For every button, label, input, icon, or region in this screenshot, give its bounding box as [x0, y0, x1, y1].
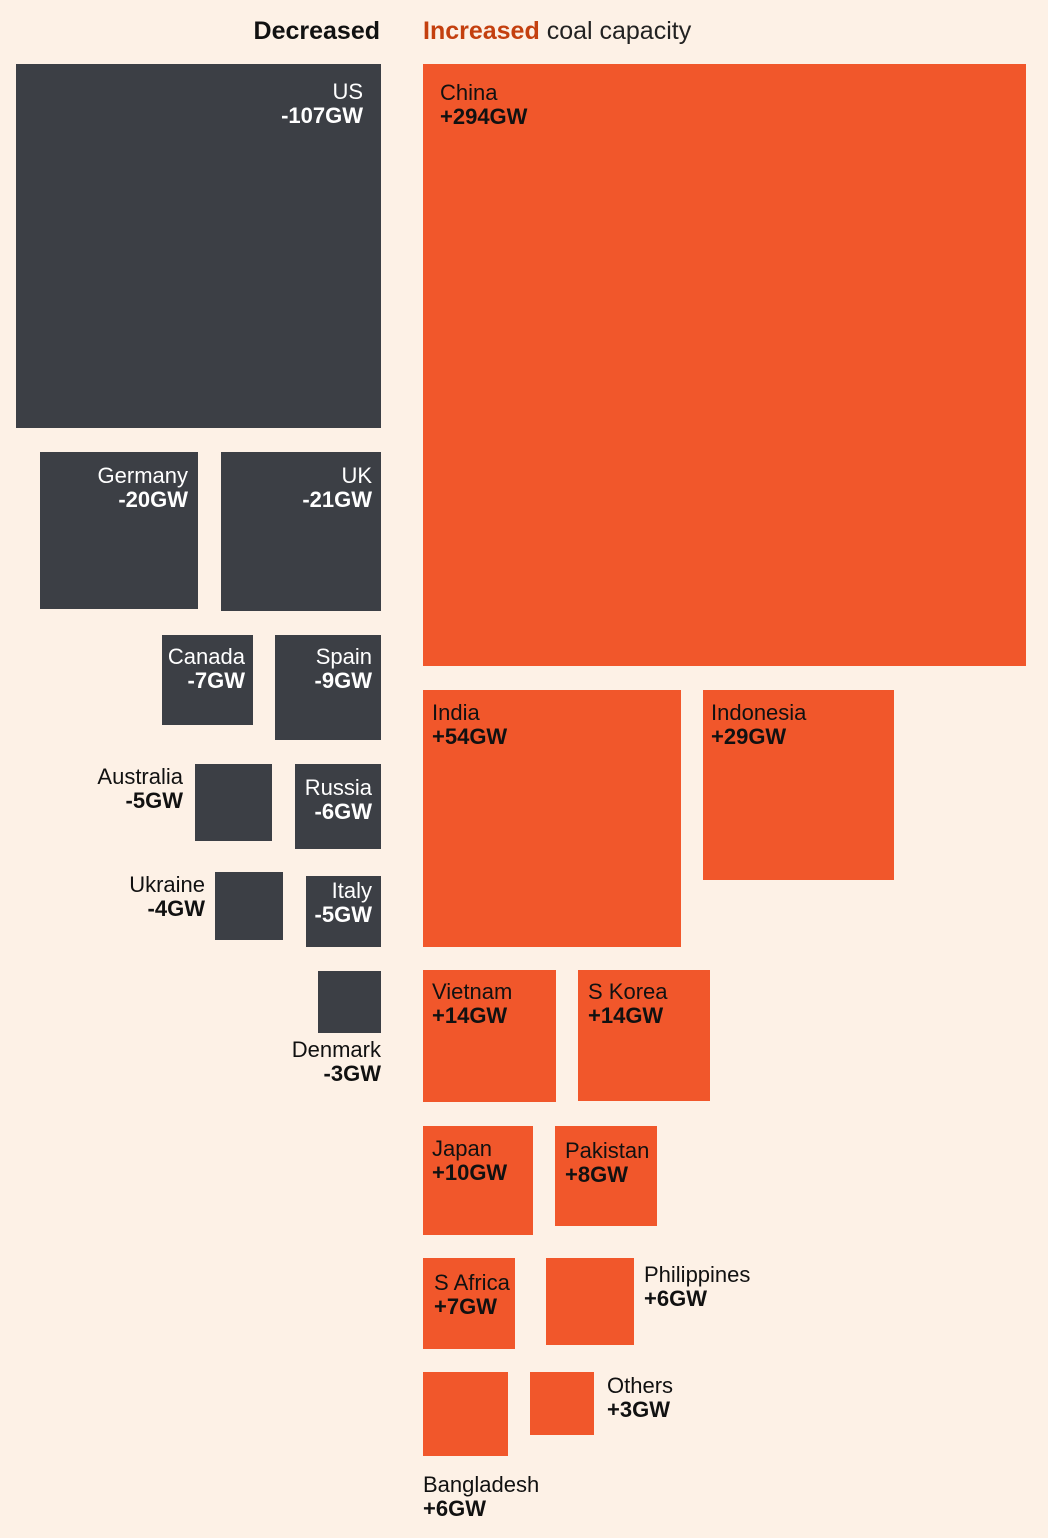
treemap-box-spain [275, 635, 381, 740]
country-name: Pakistan [565, 1138, 650, 1163]
country-name: Canada [167, 644, 245, 669]
treemap-box-italy [306, 876, 381, 947]
treemap-label-pakistan: Pakistan +8GW [565, 1139, 649, 1187]
capacity-change-value: +14GW [588, 1003, 664, 1028]
country-name: Philippines [644, 1262, 751, 1287]
country-name: Others [607, 1373, 674, 1398]
treemap-box-germany [40, 452, 198, 609]
capacity-change-value: -107GW [281, 103, 363, 128]
capacity-change-value: -7GW [187, 668, 245, 693]
treemap-label-canada: Canada -7GW [168, 645, 245, 693]
country-name: Australia [97, 764, 183, 789]
country-name: UK [341, 463, 372, 488]
capacity-change-value: +7GW [434, 1294, 497, 1319]
country-name: India [432, 700, 480, 725]
capacity-change-value: -21GW [302, 487, 372, 512]
country-name: Japan [432, 1136, 492, 1161]
treemap-label-us: US -107GW [281, 80, 363, 128]
capacity-change-value: +294GW [440, 104, 528, 129]
treemap-label-uk: UK -21GW [302, 464, 372, 512]
decreased-heading: Decreased [253, 17, 380, 45]
capacity-change-value: -5GW [314, 902, 372, 927]
capacity-change-value: -3GW [323, 1061, 381, 1086]
treemap-box-india [423, 690, 681, 947]
capacity-change-value: +14GW [432, 1003, 508, 1028]
capacity-change-value: -9GW [314, 668, 372, 693]
treemap-label-russia: Russia -6GW [305, 776, 372, 824]
capacity-change-value: +29GW [711, 724, 787, 749]
increased-heading: Increased coal capacity [423, 14, 691, 48]
treemap-box-pakistan [555, 1126, 657, 1226]
country-name: Indonesia [711, 700, 807, 725]
treemap-box-vietnam [423, 970, 556, 1102]
treemap-box-russia [295, 764, 381, 849]
treemap-box-ukraine [215, 872, 283, 940]
capacity-change-value: -5GW [125, 788, 183, 813]
treemap-label-vietnam: Vietnam +14GW [432, 980, 512, 1028]
country-name: S Korea [588, 979, 668, 1004]
capacity-change-value: +54GW [432, 724, 508, 749]
treemap-label-japan: Japan +10GW [432, 1137, 507, 1185]
increased-heading-accent: Increased [423, 17, 540, 45]
capacity-change-value: -4GW [147, 896, 205, 921]
country-name: S Africa [434, 1270, 510, 1295]
treemap-label-china: China +294GW [440, 81, 527, 129]
capacity-change-value: +6GW [423, 1496, 486, 1521]
treemap-label-australia: Australia -5GW [97, 765, 183, 813]
treemap-label-s-africa: S Africa +7GW [434, 1271, 510, 1319]
treemap-label-s-korea: S Korea +14GW [588, 980, 668, 1028]
capacity-change-value: +10GW [432, 1160, 508, 1185]
capacity-change-value: -20GW [118, 487, 188, 512]
capacity-change-value: +6GW [644, 1286, 707, 1311]
treemap-box-s-africa [423, 1258, 515, 1349]
treemap-box-indonesia [703, 690, 894, 880]
treemap-box-bangladesh [423, 1372, 508, 1456]
country-name: Spain [315, 644, 372, 669]
treemap-label-germany: Germany -20GW [98, 464, 188, 512]
country-name: China [440, 80, 498, 105]
treemap-box-australia [195, 764, 272, 841]
capacity-change-value: +3GW [607, 1397, 670, 1422]
country-name: Bangladesh [423, 1472, 540, 1497]
country-name: Italy [331, 878, 372, 903]
treemap-label-others: Others +3GW [607, 1374, 673, 1422]
country-name: Ukraine [129, 872, 205, 897]
treemap-box-canada [162, 635, 253, 725]
country-name: Denmark [291, 1037, 381, 1062]
treemap-label-denmark: Denmark -3GW [292, 1038, 381, 1086]
treemap-label-ukraine: Ukraine -4GW [129, 873, 205, 921]
treemap-label-spain: Spain -9GW [315, 645, 372, 693]
country-name: Russia [304, 775, 372, 800]
treemap-label-india: India +54GW [432, 701, 507, 749]
increased-heading-rest: coal capacity [539, 17, 692, 45]
capacity-change-value: +8GW [565, 1162, 628, 1187]
treemap-box-philippines [546, 1258, 634, 1345]
treemap-box-uk [221, 452, 381, 611]
treemap-box-denmark [318, 971, 381, 1033]
treemap-box-china [423, 64, 1026, 666]
country-name: Germany [97, 463, 188, 488]
treemap-label-italy: Italy -5GW [315, 879, 372, 927]
treemap-label-philippines: Philippines +6GW [644, 1263, 750, 1311]
country-name: US [332, 79, 363, 104]
treemap-box-s-korea [578, 970, 710, 1101]
treemap-label-bangladesh: Bangladesh +6GW [423, 1473, 539, 1521]
treemap-box-us [16, 64, 381, 428]
country-name: Vietnam [432, 979, 513, 1004]
treemap-label-indonesia: Indonesia +29GW [711, 701, 806, 749]
treemap-box-others [530, 1372, 594, 1435]
capacity-change-value: -6GW [314, 799, 372, 824]
treemap-box-japan [423, 1126, 533, 1235]
